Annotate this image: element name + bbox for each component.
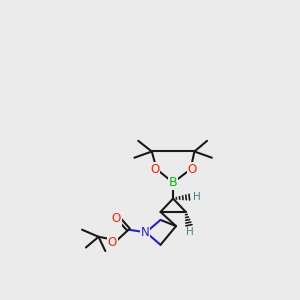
Text: O: O: [111, 212, 121, 225]
Text: H: H: [194, 192, 201, 202]
Text: H: H: [186, 227, 194, 237]
Text: B: B: [169, 176, 177, 189]
Text: N: N: [141, 226, 149, 239]
Text: O: O: [107, 236, 117, 249]
Text: O: O: [188, 163, 197, 176]
Text: O: O: [150, 163, 159, 176]
